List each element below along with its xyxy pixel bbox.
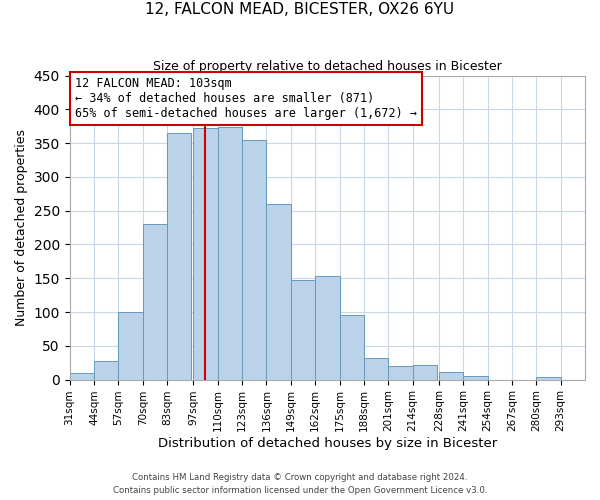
Bar — [70, 373, 94, 380]
Bar — [340, 316, 364, 380]
Bar — [143, 224, 167, 380]
Bar — [218, 127, 242, 380]
Y-axis label: Number of detached properties: Number of detached properties — [15, 129, 28, 326]
Bar — [463, 376, 488, 380]
Bar — [118, 312, 143, 380]
Bar — [413, 364, 437, 380]
Text: 12 FALCON MEAD: 103sqm
← 34% of detached houses are smaller (871)
65% of semi-de: 12 FALCON MEAD: 103sqm ← 34% of detached… — [75, 77, 417, 120]
Text: 12, FALCON MEAD, BICESTER, OX26 6YU: 12, FALCON MEAD, BICESTER, OX26 6YU — [145, 2, 455, 18]
Bar — [242, 140, 266, 380]
Bar — [364, 358, 388, 380]
Bar — [266, 204, 291, 380]
Title: Size of property relative to detached houses in Bicester: Size of property relative to detached ho… — [153, 60, 502, 73]
Bar — [291, 280, 315, 380]
Bar — [167, 133, 191, 380]
Bar — [439, 372, 463, 380]
Bar — [94, 362, 118, 380]
Bar — [388, 366, 413, 380]
X-axis label: Distribution of detached houses by size in Bicester: Distribution of detached houses by size … — [158, 437, 497, 450]
Bar — [536, 377, 560, 380]
Text: Contains HM Land Registry data © Crown copyright and database right 2024.
Contai: Contains HM Land Registry data © Crown c… — [113, 474, 487, 495]
Bar — [315, 276, 340, 380]
Bar — [193, 128, 218, 380]
